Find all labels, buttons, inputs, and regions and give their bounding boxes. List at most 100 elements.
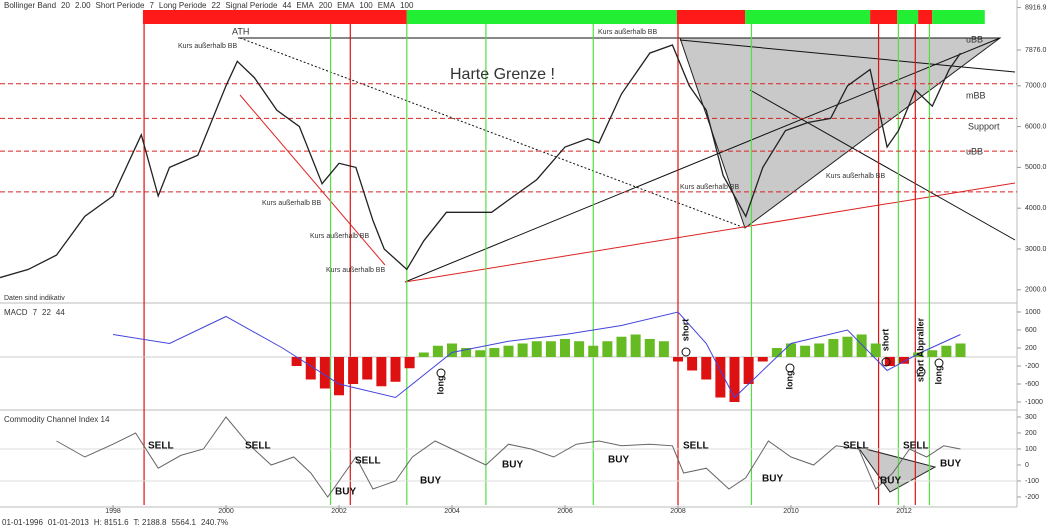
annotation: short [680, 319, 690, 342]
macd-bar [771, 347, 782, 357]
y-tick-label: -1000 [1025, 399, 1043, 406]
signal-segment [897, 10, 919, 24]
label: EMA [337, 1, 355, 10]
panel-title: MACD [4, 308, 28, 317]
macd-bar [856, 334, 867, 357]
signal-segment [932, 10, 985, 24]
macd-bar [870, 343, 881, 357]
annotation: Kurs außerhalb BB [326, 267, 385, 274]
annotation: short Abpraller [915, 317, 925, 382]
annotation: BUY [940, 459, 961, 470]
label: Signal Periode [225, 1, 278, 10]
macd-bar [715, 356, 726, 398]
macd-bar [376, 356, 387, 387]
macd-bar [305, 356, 316, 380]
macd-bar [545, 341, 556, 357]
macd-bar [913, 352, 924, 357]
annotation: Support [968, 121, 1000, 131]
y-tick-label: 2000.0 [1025, 287, 1047, 294]
annotation: Kurs außerhalb BB [826, 173, 885, 180]
macd-bar [432, 345, 443, 357]
macd-bar [531, 341, 542, 357]
annotation: short [880, 329, 890, 352]
y-tick-label: 5000.0 [1025, 164, 1047, 171]
y-tick-label: 200 [1025, 430, 1037, 437]
marker [934, 358, 944, 368]
y-tick-label: 100 [1025, 446, 1037, 453]
macd-bar [291, 356, 302, 366]
y-tick-label: -200 [1025, 494, 1039, 501]
macd-bar [828, 338, 839, 357]
signal-segment [142, 10, 407, 24]
x-tick-label: 1998 [105, 508, 121, 515]
label: 240.7% [201, 518, 228, 527]
macd-bar [941, 345, 952, 357]
signal-segment [870, 10, 898, 24]
label: 200 [319, 1, 333, 10]
label: 44 [282, 1, 291, 10]
label: 01-01-2013 [48, 518, 89, 527]
macd-bar [899, 356, 909, 364]
cci-line [56, 416, 961, 498]
label: Short Periode [96, 1, 145, 10]
annotation: BUY [420, 476, 441, 487]
signal-segment [745, 10, 871, 24]
marker [916, 367, 926, 377]
label: EMA [378, 1, 396, 10]
macd-bar [560, 338, 570, 357]
annotation: long [784, 371, 794, 390]
macd-bar [588, 345, 599, 357]
macd-bar [348, 356, 359, 385]
label: 20 [61, 1, 70, 10]
y-tick-label: 4000.0 [1025, 205, 1047, 212]
y-tick-label: -200 [1025, 363, 1039, 370]
label: 5564.1 [171, 518, 196, 527]
macd-bar [390, 356, 401, 382]
annotation: ATH [232, 26, 249, 36]
trendline [239, 94, 386, 266]
macd-bar [800, 345, 811, 357]
macd-bar [658, 341, 669, 357]
label: 100 [359, 1, 373, 10]
label: Bollinger Band [4, 1, 56, 10]
macd-bar [616, 336, 627, 357]
macd-bar [644, 338, 655, 357]
annotation: SELL [245, 441, 271, 452]
annotation: BUY [502, 460, 523, 471]
annotation: long [933, 366, 943, 385]
macd-bar [955, 343, 966, 357]
macd-bar [489, 347, 500, 357]
macd-bar [673, 356, 683, 362]
macd-bar [743, 356, 754, 385]
x-tick-label: 2006 [557, 508, 573, 515]
x-tick-label: 2002 [331, 508, 347, 515]
annotation: SELL [903, 441, 929, 452]
macd-bar [461, 347, 472, 357]
x-tick-label: 2012 [896, 508, 912, 515]
y-tick-label: -600 [1025, 381, 1039, 388]
label: 2.00 [75, 1, 91, 10]
annotation: Harte Grenze ! [450, 66, 555, 83]
label: EMA [296, 1, 314, 10]
annotation: Kurs außerhalb BB [310, 233, 369, 240]
y-tick-label: -100 [1025, 478, 1039, 485]
x-tick-label: 2004 [444, 508, 460, 515]
macd-bar [362, 356, 373, 380]
x-tick-label: 2010 [783, 508, 799, 515]
macd-bar [729, 356, 740, 403]
macd-bar [687, 356, 698, 371]
triangle [856, 446, 937, 493]
marker [785, 363, 795, 373]
macd-bar [418, 352, 429, 357]
macd-bar [475, 350, 486, 357]
label: 22 [212, 1, 221, 10]
x-tick-label: 2000 [218, 508, 234, 515]
annotation: BUY [608, 455, 629, 466]
annotation: long [435, 376, 445, 395]
trendline [239, 37, 746, 229]
label: H: 8151.6 [94, 518, 129, 527]
macd-bar [701, 356, 712, 380]
macd-bar [814, 343, 825, 357]
macd-bar [574, 341, 585, 357]
